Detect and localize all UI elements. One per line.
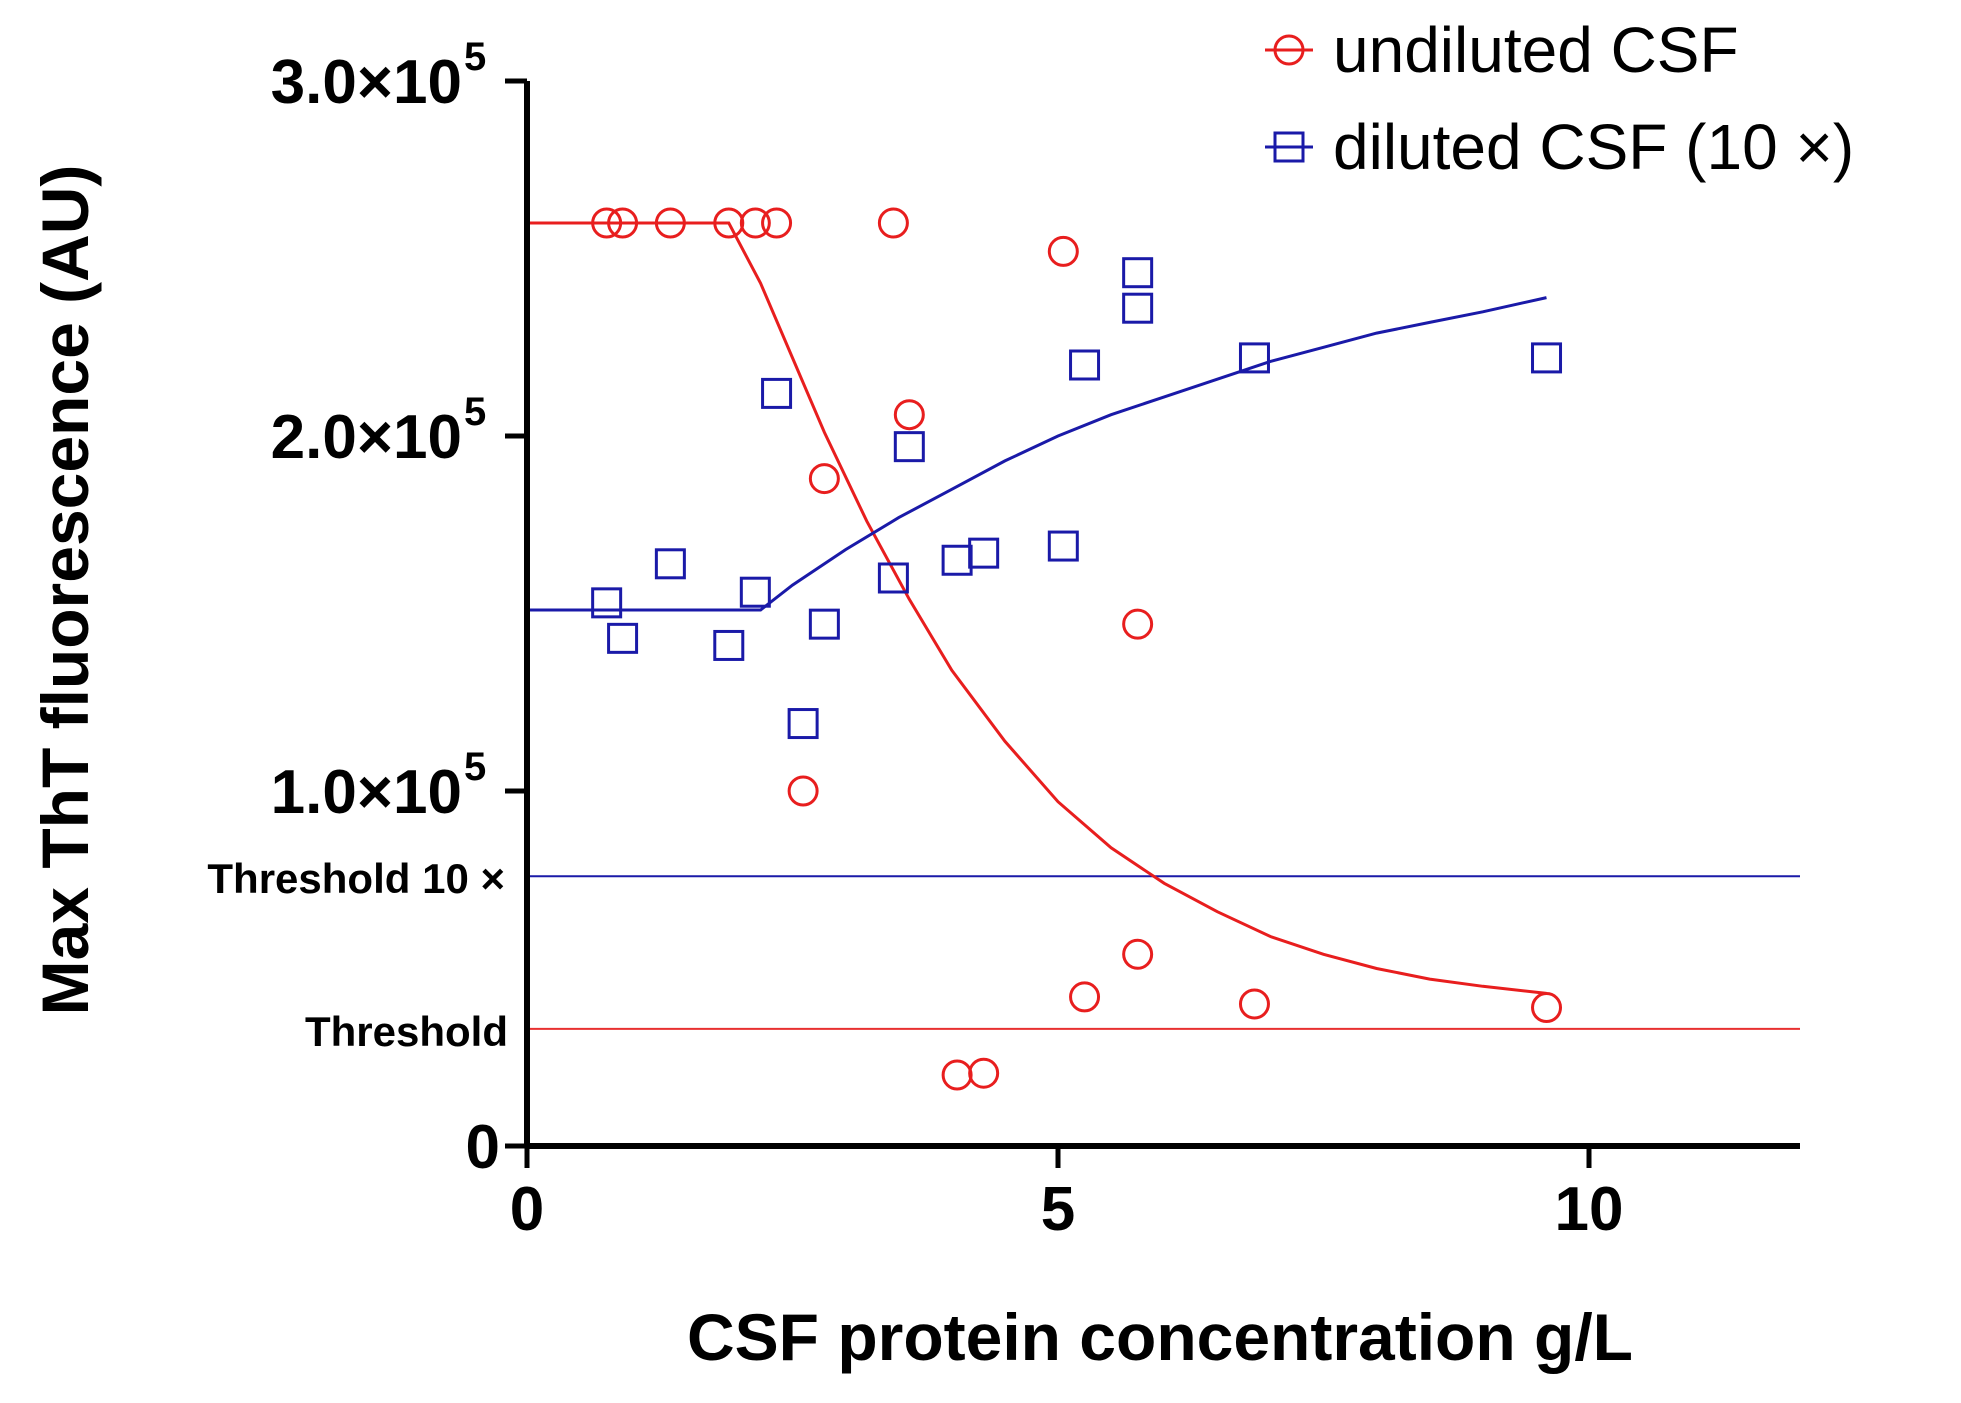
diluted-point-11 xyxy=(970,539,998,567)
y-tick-exponent-3: 5 xyxy=(464,35,486,79)
legend-diluted-label: diluted CSF (10 ×) xyxy=(1333,111,1854,183)
y-tick-label-2: 2.0×10 xyxy=(271,403,462,472)
legend-undiluted-label: undiluted CSF xyxy=(1333,14,1739,86)
diluted-point-10 xyxy=(943,546,971,574)
threshold-label-diluted: Threshold 10 × xyxy=(207,855,505,902)
undiluted-point-13 xyxy=(1071,983,1099,1011)
diluted-point-14 xyxy=(1124,259,1152,287)
undiluted-point-6 xyxy=(879,209,907,237)
x-tick-label-10: 10 xyxy=(1555,1175,1624,1244)
y-tick-label-1: 1.0×10 xyxy=(271,758,462,827)
diluted-point-4 xyxy=(741,578,769,606)
threshold-label-undiluted: Threshold xyxy=(305,1008,508,1055)
diluted-point-6 xyxy=(789,710,817,738)
diluted-point-13 xyxy=(1071,351,1099,379)
diluted-point-0 xyxy=(593,589,621,617)
undiluted-point-16 xyxy=(943,1061,971,1089)
y-axis-title: Max ThT fluorescence (AU) xyxy=(28,165,102,1016)
series-undiluted-markers xyxy=(593,209,1561,1089)
fit-curve-diluted xyxy=(527,298,1547,610)
diluted-point-2 xyxy=(656,550,684,578)
diluted-point-5 xyxy=(763,379,791,407)
diluted-point-12 xyxy=(1049,532,1077,560)
diluted-point-1 xyxy=(609,624,637,652)
undiluted-point-9 xyxy=(810,465,838,493)
undiluted-point-10 xyxy=(1124,610,1152,638)
diluted-point-17 xyxy=(1533,344,1561,372)
y-tick-exponent-1: 5 xyxy=(464,745,486,789)
undiluted-point-17 xyxy=(970,1059,998,1087)
chart: 0 5 10 0 1.0×10 5 2.0×10 5 3.0×10 5 Thre… xyxy=(0,0,1961,1403)
fit-curve-undiluted xyxy=(527,223,1547,993)
diluted-point-15 xyxy=(1124,294,1152,322)
x-tick-label-5: 5 xyxy=(1041,1175,1075,1244)
x-axis-title: CSF protein concentration g/L xyxy=(687,1300,1633,1374)
undiluted-point-11 xyxy=(789,777,817,805)
legend: undiluted CSF diluted CSF (10 ×) xyxy=(1265,14,1854,183)
series-diluted-markers xyxy=(593,259,1561,738)
undiluted-point-14 xyxy=(1240,990,1268,1018)
diluted-point-3 xyxy=(715,631,743,659)
undiluted-point-15 xyxy=(1533,994,1561,1022)
x-tick-label-0: 0 xyxy=(510,1175,544,1244)
undiluted-point-12 xyxy=(1124,940,1152,968)
y-tick-exponent-2: 5 xyxy=(464,390,486,434)
undiluted-point-5 xyxy=(763,209,791,237)
y-tick-label-0: 0 xyxy=(466,1113,500,1182)
y-tick-label-3: 3.0×10 xyxy=(271,48,462,117)
diluted-point-7 xyxy=(810,610,838,638)
undiluted-point-7 xyxy=(1049,237,1077,265)
undiluted-point-8 xyxy=(895,401,923,429)
diluted-point-9 xyxy=(895,433,923,461)
